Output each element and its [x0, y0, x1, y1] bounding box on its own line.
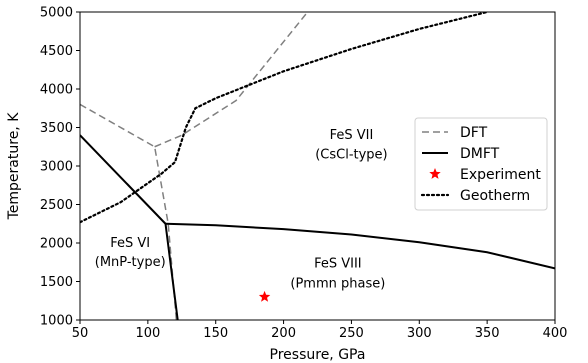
region-label-4: FeS VIII	[314, 257, 362, 272]
experiment-point-0	[258, 290, 271, 302]
legend: DFT DMFT Experiment Geotherm	[414, 117, 548, 211]
y-tick-label-2: 2000	[40, 237, 73, 252]
dmft-line-1	[165, 222, 555, 270]
x-axis-label: Pressure, GPa	[270, 347, 366, 363]
data-layer	[80, 12, 555, 320]
y-tick-label-1: 1500	[40, 275, 73, 290]
geotherm-line-0	[80, 12, 490, 224]
region-label-2: FeS VI	[110, 236, 150, 251]
y-tick-label-8: 5000	[40, 6, 73, 21]
region-label-3: (MnP-type)	[95, 255, 166, 270]
legend-label-dft: DFT	[460, 125, 488, 141]
legend-box	[414, 117, 548, 211]
legend-label-experiment: Experiment	[460, 167, 541, 183]
region-labels: FeS VII (CsCl-type) FeS VI (MnP-type) FeS VI…	[95, 128, 388, 292]
x-tick-label-3: 200	[271, 326, 296, 341]
legend-label-geotherm: Geotherm	[460, 188, 530, 204]
y-axis-label: Temperature, K	[6, 112, 22, 221]
legend-swatch-experiment	[429, 168, 441, 179]
x-tick-label-0: 50	[72, 326, 89, 341]
y-tick-label-4: 3000	[40, 160, 73, 175]
x-tick-label-4: 250	[339, 326, 364, 341]
dft-line-1	[154, 12, 309, 148]
x-tick-label-6: 350	[475, 326, 500, 341]
region-label-1: (CsCl-type)	[315, 147, 387, 162]
y-tick-label-7: 4500	[40, 44, 73, 59]
y-tick-label-6: 4000	[40, 83, 73, 98]
y-tick-label-5: 3500	[40, 121, 73, 136]
region-label-0: FeS VII	[330, 128, 374, 143]
y-tick-label-0: 1000	[40, 314, 73, 329]
region-label-5: (Pmmn phase)	[290, 277, 385, 292]
legend-label-dmft: DMFT	[460, 146, 500, 162]
y-tick-label-3: 2500	[40, 198, 73, 213]
axes: 50 100 150 200 250 300 350 400 1000 1500 2000 2500 3…	[6, 6, 567, 363]
x-tick-label-1: 100	[135, 326, 160, 341]
x-tick-label-2: 150	[203, 326, 228, 341]
x-tick-label-7: 400	[543, 326, 568, 341]
x-tick-label-5: 300	[407, 326, 432, 341]
